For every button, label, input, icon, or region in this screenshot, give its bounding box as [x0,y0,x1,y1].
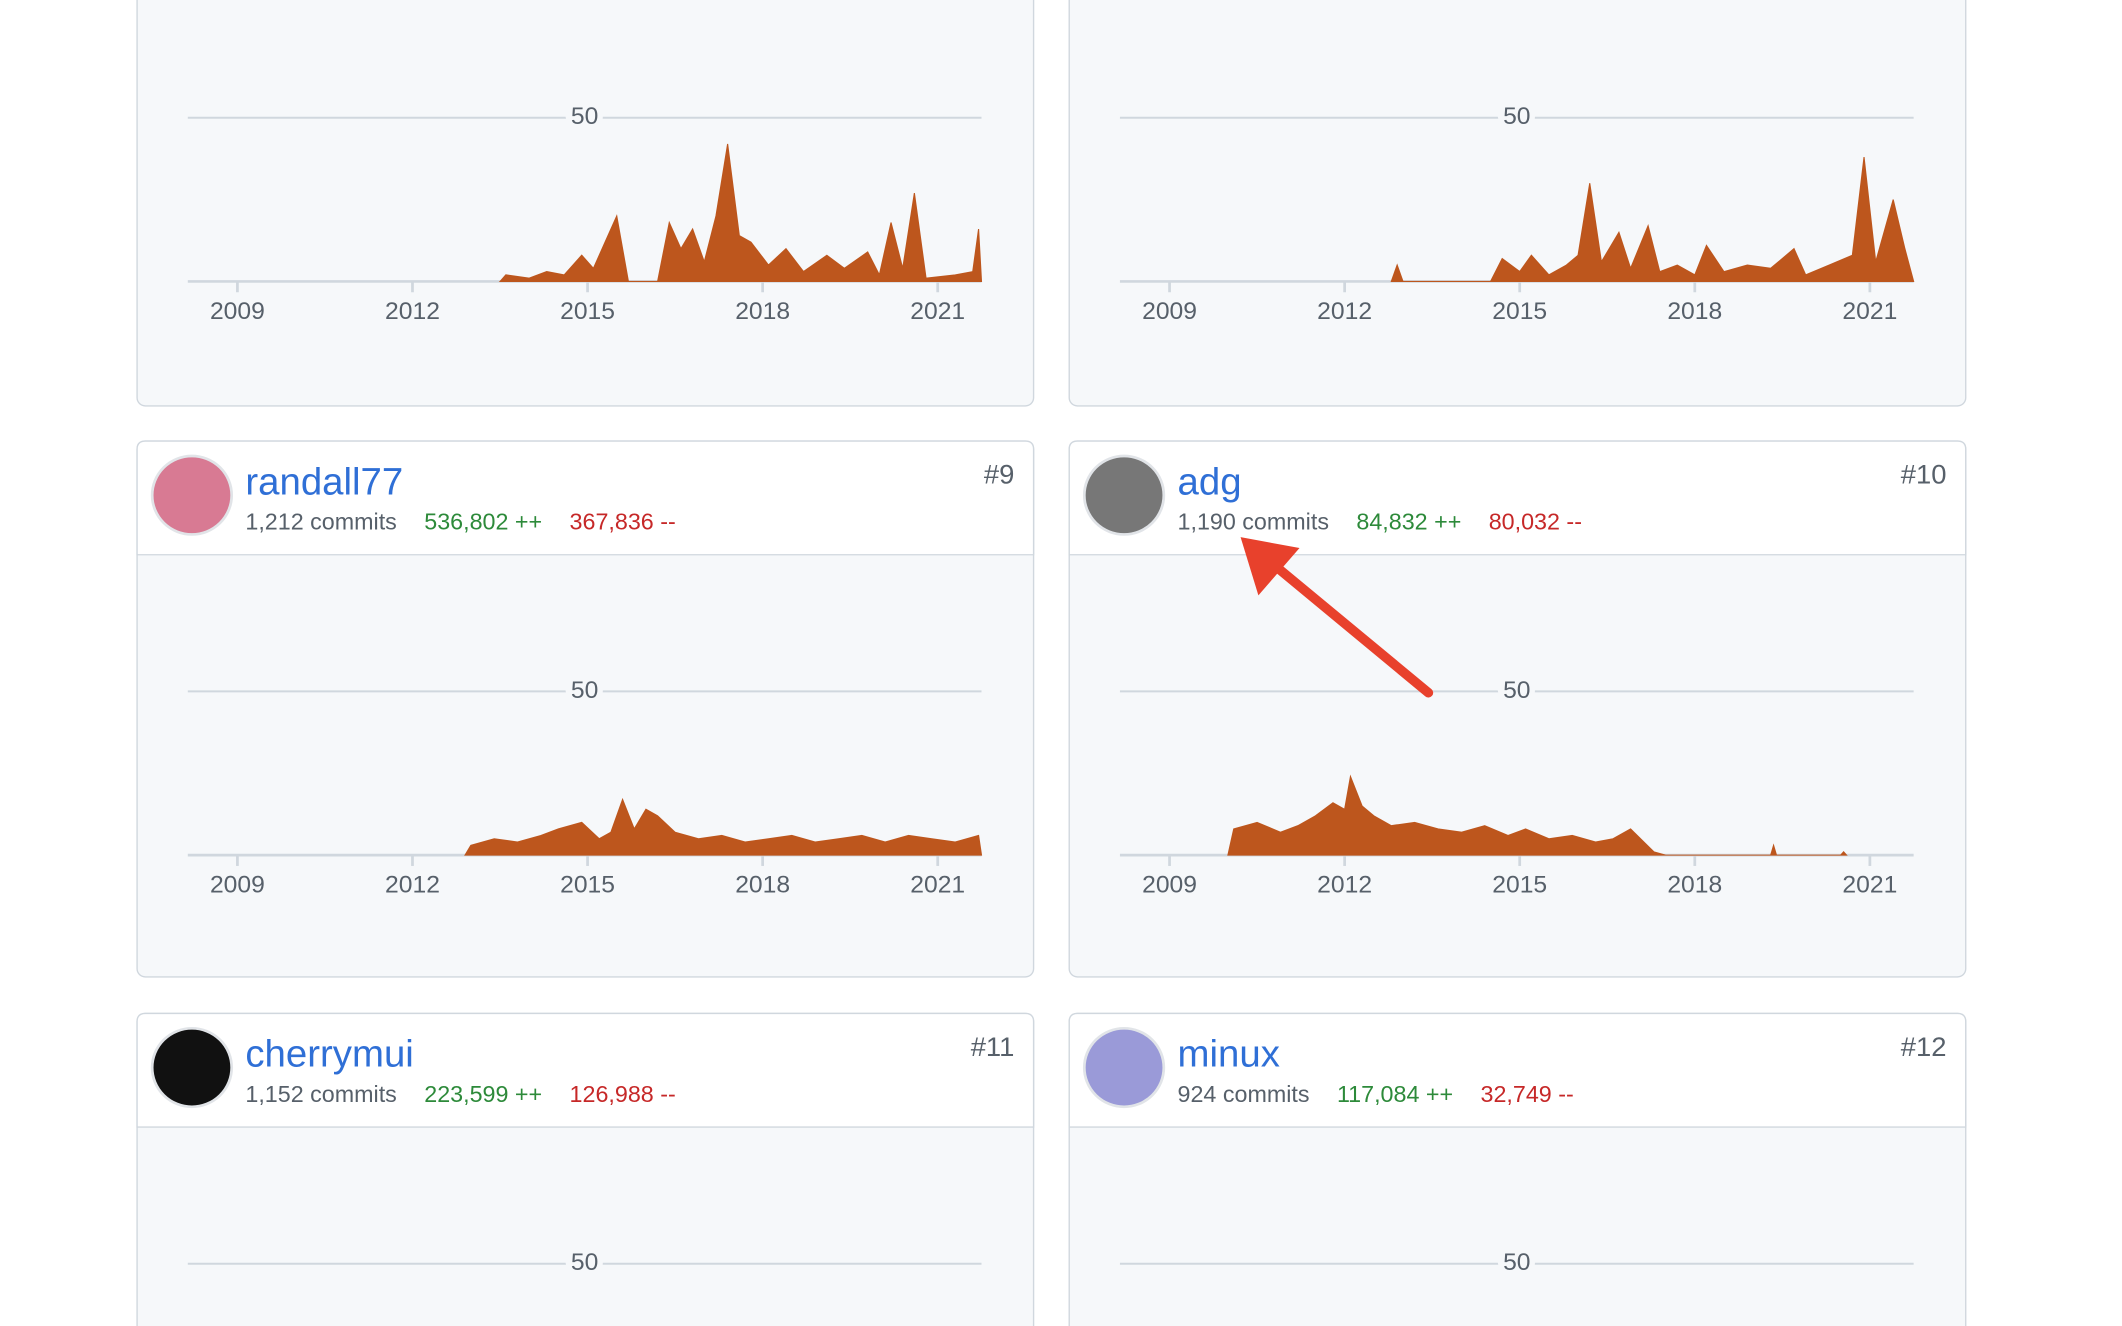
x-tick-label: 2015 [1492,872,1547,899]
y-tick-label: 50 [1503,103,1530,130]
card-header [1068,440,1967,556]
x-tick-label: 2021 [1842,872,1897,899]
card-header [1068,1012,1967,1128]
contributor-name[interactable]: randall77 [245,461,403,504]
commit-count[interactable]: 1,212 commits [245,509,396,535]
deletions: 126,988 -- [570,1081,676,1107]
y-tick-label: 50 [1503,1249,1530,1276]
commit-area [464,797,983,856]
card-background [1068,0,1967,407]
additions: 223,599 ++ [424,1081,542,1107]
rank: #12 [1901,1031,1947,1062]
contributor-card: 50 2009 2012 2015 2018 2021 [136,0,1035,407]
contributor-name[interactable]: adg [1178,461,1242,504]
x-tick-label: 2021 [910,298,965,325]
deletions: 32,749 -- [1481,1081,1574,1107]
commit-area [498,143,983,282]
contributor-card: minux 924 commits 117,084 ++ 32,749 -- #12 50 [1068,1012,1967,1326]
additions: 117,084 ++ [1337,1081,1453,1107]
x-tick-label: 2021 [1842,298,1897,325]
commit-area [1390,156,1915,282]
contributor-card: cherrymui 1,152 commits 223,599 ++ 126,988 … [136,1012,1035,1326]
x-tick-label: 2012 [1317,872,1372,899]
x-tick-label: 2018 [735,298,790,325]
x-tick-label: 2012 [1317,298,1372,325]
commit-count[interactable]: 1,190 commits [1178,509,1329,535]
x-tick-label: 2018 [1667,872,1722,899]
x-tick-label: 2009 [1142,872,1197,899]
x-tick-label: 2015 [1492,298,1547,325]
card-header [136,440,1035,556]
avatar[interactable] [1082,1026,1166,1109]
rank: #11 [971,1031,1015,1062]
x-tick-label: 2012 [385,298,440,325]
commit-area [1227,774,1848,856]
commit-count[interactable]: 924 commits [1178,1081,1310,1107]
deletions: 80,032 -- [1489,509,1582,535]
card-header [136,1012,1035,1128]
contributor-card: adg 1,190 commits 84,832 ++ 80,032 -- #10 50 2… [1068,440,1967,978]
x-tick-label: 2009 [210,298,265,325]
y-tick-label: 50 [571,103,598,130]
deletions: 367,836 -- [570,509,676,535]
commit-count[interactable]: 1,152 commits [245,1081,396,1107]
avatar[interactable] [150,454,234,536]
x-tick-label: 2009 [1142,298,1197,325]
avatar[interactable] [1082,454,1166,536]
avatar[interactable] [150,1026,234,1109]
y-tick-label: 50 [571,1249,598,1276]
x-tick-label: 2012 [385,872,440,899]
rank: #9 [984,459,1014,490]
x-tick-label: 2018 [735,872,790,899]
x-tick-label: 2021 [910,872,965,899]
contributor-card: randall77 1,212 commits 536,802 ++ 367,836 … [136,440,1035,978]
x-tick-label: 2015 [560,872,615,899]
contributor-card: 50 2009 2012 2015 2018 2021 [1068,0,1967,407]
additions: 84,832 ++ [1356,509,1461,535]
additions: 536,802 ++ [424,509,542,535]
y-tick-label: 50 [1503,677,1530,704]
rank: #10 [1901,459,1947,490]
card-background [136,0,1035,407]
x-tick-label: 2015 [560,298,615,325]
x-tick-label: 2018 [1667,298,1722,325]
x-tick-label: 2009 [210,872,265,899]
contributor-name[interactable]: cherrymui [245,1033,413,1076]
y-tick-label: 50 [571,677,598,704]
annotation-arrow [1240,537,1434,698]
contributor-name[interactable]: minux [1178,1033,1280,1076]
